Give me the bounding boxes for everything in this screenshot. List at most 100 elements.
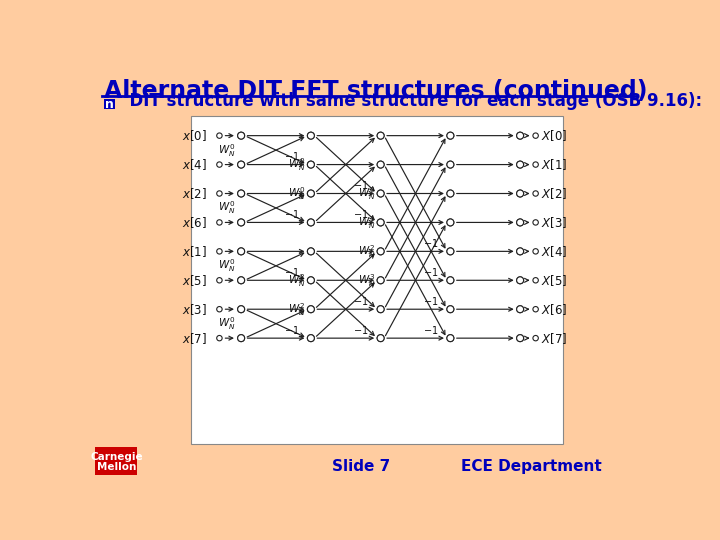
Text: $W_N^{0}$: $W_N^{0}$ [218,315,236,332]
Circle shape [307,219,315,226]
Text: $W_N^{2}$: $W_N^{2}$ [358,243,375,260]
Circle shape [238,277,245,284]
Circle shape [447,248,454,255]
Circle shape [517,161,523,168]
Text: $X[2]$: $X[2]$ [541,186,567,201]
Circle shape [238,335,245,342]
Circle shape [447,306,454,313]
Circle shape [238,306,245,313]
Circle shape [533,162,539,167]
Text: $-1$: $-1$ [354,179,369,191]
Circle shape [447,277,454,284]
FancyBboxPatch shape [104,99,114,110]
Circle shape [517,277,523,284]
Circle shape [238,161,245,168]
Text: $X[6]$: $X[6]$ [541,302,567,316]
Text: $-1$: $-1$ [354,208,369,220]
Text: $-1$: $-1$ [284,324,299,336]
Circle shape [307,277,315,284]
Text: $X[3]$: $X[3]$ [541,215,567,230]
Text: $-1$: $-1$ [284,208,299,220]
Text: $x[5]$: $x[5]$ [182,273,207,288]
Circle shape [517,306,523,313]
Text: Mellon: Mellon [96,462,136,472]
Circle shape [217,335,222,341]
Text: $X[0]$: $X[0]$ [541,128,567,143]
Circle shape [307,335,315,342]
Circle shape [377,161,384,168]
Text: $x[0]$: $x[0]$ [182,128,207,143]
Circle shape [377,306,384,313]
Text: $W_N^{2}$: $W_N^{2}$ [288,272,306,289]
Text: $-1$: $-1$ [423,266,438,278]
Circle shape [517,190,523,197]
Text: $-1$: $-1$ [354,324,369,336]
Circle shape [447,132,454,139]
Circle shape [238,335,245,342]
Circle shape [447,161,454,168]
Text: DIT structure with same structure for each stage (OSB 9.16):: DIT structure with same structure for ea… [118,92,702,110]
Circle shape [377,132,384,139]
Circle shape [377,335,384,342]
Circle shape [533,133,539,138]
Circle shape [447,277,454,284]
Circle shape [307,335,315,342]
Circle shape [377,219,384,226]
Circle shape [447,161,454,168]
Text: Carnegie: Carnegie [90,453,143,462]
Circle shape [377,161,384,168]
Circle shape [217,133,222,138]
Circle shape [307,248,315,255]
Text: $x[4]$: $x[4]$ [182,157,207,172]
Circle shape [533,278,539,283]
Text: $x[3]$: $x[3]$ [182,302,207,316]
Circle shape [517,335,523,342]
Circle shape [533,191,539,196]
Circle shape [447,248,454,255]
Circle shape [238,277,245,284]
Circle shape [217,220,222,225]
Circle shape [533,307,539,312]
Text: Alternate DIT FFT structures (continued): Alternate DIT FFT structures (continued) [104,79,647,103]
Text: $-1$: $-1$ [354,295,369,307]
Circle shape [217,278,222,283]
Text: $-1$: $-1$ [423,295,438,307]
Circle shape [517,132,523,139]
Text: $-1$: $-1$ [423,237,438,249]
Text: $-1$: $-1$ [423,324,438,336]
Circle shape [377,248,384,255]
Circle shape [307,190,315,197]
Text: $X[5]$: $X[5]$ [541,273,567,288]
Circle shape [238,306,245,313]
Circle shape [217,307,222,312]
Text: $W_N^{0}$: $W_N^{0}$ [218,141,236,159]
Circle shape [517,132,523,139]
Circle shape [447,335,454,342]
Circle shape [447,132,454,139]
Circle shape [447,190,454,197]
Circle shape [307,132,315,139]
Text: $W_N^{0}$: $W_N^{0}$ [358,185,375,202]
Circle shape [377,190,384,197]
Circle shape [447,219,454,226]
Circle shape [517,335,523,342]
Circle shape [517,248,523,255]
Circle shape [517,277,523,284]
Circle shape [447,190,454,197]
Circle shape [238,190,245,197]
Circle shape [238,132,245,139]
Circle shape [377,190,384,197]
Circle shape [447,335,454,342]
Text: $x[6]$: $x[6]$ [182,215,207,230]
Circle shape [217,162,222,167]
Circle shape [533,248,539,254]
Circle shape [533,335,539,341]
Text: $x[1]$: $x[1]$ [182,244,207,259]
Circle shape [217,191,222,196]
Circle shape [307,219,315,226]
Circle shape [377,132,384,139]
Circle shape [238,190,245,197]
Text: $-1$: $-1$ [284,150,299,162]
Text: n: n [105,98,114,111]
Circle shape [238,248,245,255]
